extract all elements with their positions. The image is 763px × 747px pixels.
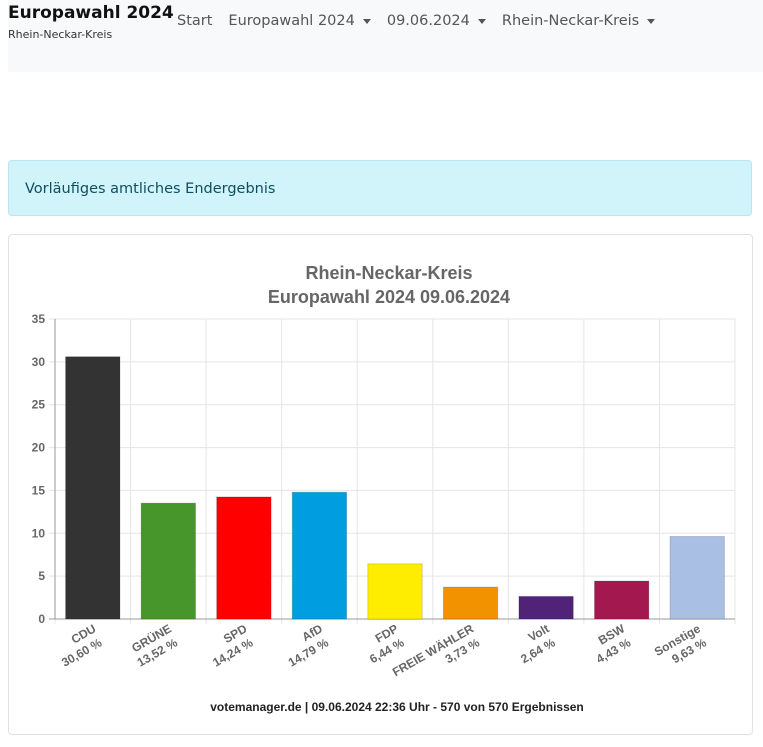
chart-card: Rhein-Neckar-Kreis Europawahl 2024 09.06.… [8, 234, 753, 735]
nav-item-start[interactable]: Start [177, 13, 212, 29]
caret-down-icon [362, 18, 371, 24]
bar-volt [518, 595, 574, 620]
status-alert: Vorläufiges amtliches Endergebnis [8, 160, 752, 216]
bar-afd [291, 491, 348, 620]
y-tick-label: 5 [38, 569, 45, 583]
brand-title: Europawahl 2024 [8, 3, 174, 23]
nav-item-date[interactable]: 09.06.2024 [387, 13, 486, 29]
chart-title-line: Europawahl 2024 09.06.2024 [268, 287, 510, 307]
bar-sonstige [669, 535, 725, 620]
bar-spd [216, 496, 272, 620]
y-tick-label: 0 [38, 612, 45, 626]
y-tick-label: 25 [32, 398, 46, 412]
brand[interactable]: Europawahl 2024 Rhein-Neckar-Kreis [8, 2, 174, 43]
caret-down-icon [477, 18, 486, 24]
navbar: Europawahl 2024 Rhein-Neckar-Kreis Start… [8, 0, 763, 72]
y-tick-label: 15 [32, 483, 46, 497]
y-tick-label: 20 [32, 441, 46, 455]
bar-cdu [65, 356, 121, 620]
y-tick-label: 30 [32, 355, 46, 369]
chart-title-line: Rhein-Neckar-Kreis [305, 263, 472, 283]
y-tick-label: 35 [32, 312, 46, 326]
nav-item-region[interactable]: Rhein-Neckar-Kreis [501, 13, 656, 29]
nav-item-label: Rhein-Neckar-Kreis [501, 13, 640, 29]
bar-bsw [593, 580, 650, 620]
bar-freie-w-hler [442, 586, 499, 620]
bar-chart: Rhein-Neckar-Kreis Europawahl 2024 09.06.… [32, 263, 736, 714]
y-tick-label: 10 [32, 526, 46, 540]
nav-item-label: Start [177, 13, 213, 29]
nav-item-election[interactable]: Europawahl 2024 [228, 13, 371, 29]
nav-item-label: Europawahl 2024 [228, 13, 355, 29]
caret-down-icon [647, 18, 656, 24]
nav-menu: Start Europawahl 2024 09.06.2024 Rhein-N… [177, 13, 671, 29]
brand-subtitle: Rhein-Neckar-Kreis [8, 28, 113, 41]
nav-item-label: 09.06.2024 [386, 13, 470, 29]
chart-footer: votemanager.de | 09.06.2024 22:36 Uhr - … [210, 700, 584, 714]
bar-gr-ne [140, 502, 197, 620]
bar-fdp [367, 563, 423, 620]
status-alert-text: Vorläufiges amtliches Endergebnis [25, 181, 276, 197]
